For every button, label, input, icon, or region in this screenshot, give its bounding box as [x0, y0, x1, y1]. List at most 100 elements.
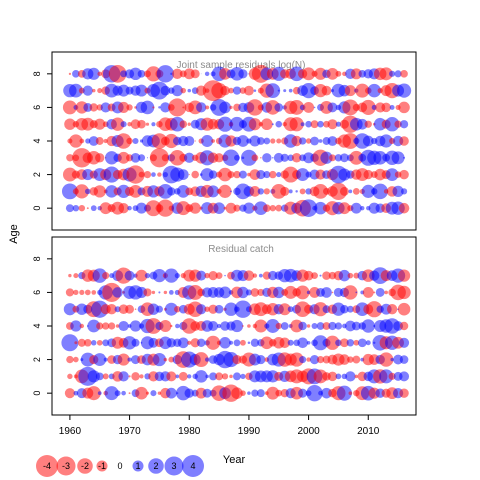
residual-bubble — [246, 99, 264, 116]
residual-bubble — [176, 201, 191, 216]
residual-bubble — [280, 153, 289, 162]
panel-1-y-axis: 0 2 4 6 8 — [32, 71, 52, 211]
residual-bubble — [188, 174, 190, 176]
residual-bubble — [145, 391, 150, 395]
residual-bubble — [229, 340, 234, 345]
residual-bubble — [159, 319, 172, 333]
residual-bubble — [170, 72, 173, 75]
residual-bubble — [289, 100, 305, 115]
residual-bubble — [398, 202, 410, 214]
residual-bubble — [346, 339, 355, 347]
residual-bubble — [204, 306, 210, 312]
residual-bubble — [344, 85, 356, 97]
residual-bubble — [129, 67, 142, 80]
residual-bubble — [399, 388, 409, 398]
residual-bubble — [187, 122, 191, 126]
residual-bubble — [130, 119, 141, 130]
residual-bubble — [388, 372, 396, 380]
residual-bubble — [257, 188, 265, 195]
residual-bubble — [95, 153, 105, 163]
residual-bubble — [227, 171, 235, 179]
residual-bubble — [64, 388, 75, 399]
residual-bubble — [373, 150, 388, 165]
residual-bubble — [218, 167, 232, 182]
residual-bubble — [207, 185, 220, 198]
residual-bubble — [262, 153, 272, 163]
residual-bubble — [139, 374, 144, 379]
residual-bubble — [238, 170, 247, 179]
residual-bubble — [399, 355, 409, 364]
residual-bubble — [317, 120, 324, 128]
residual-bubble — [215, 372, 224, 381]
residual-bubble — [345, 371, 356, 382]
residual-bubble — [311, 322, 318, 330]
residual-bubble — [88, 136, 99, 146]
residual-bubble — [93, 353, 107, 366]
residual-bubble — [257, 137, 265, 145]
residual-bubble — [338, 168, 351, 181]
residual-bubble — [120, 121, 127, 128]
residual-bubble — [375, 288, 385, 297]
residual-bubble — [355, 83, 370, 98]
residual-bubble — [78, 204, 86, 212]
residual-bubble — [279, 337, 290, 349]
residual-bubble — [164, 268, 179, 283]
residual-bubble — [237, 135, 249, 147]
residual-bubble — [170, 324, 173, 328]
residual-bubble — [62, 100, 77, 115]
residual-bubble — [351, 321, 361, 331]
residual-bubble — [208, 271, 218, 281]
residual-bubble — [191, 170, 199, 179]
residual-bubble — [269, 170, 277, 179]
residual-bubble — [145, 200, 162, 217]
residual-bubble — [65, 204, 74, 213]
residual-bubble — [228, 87, 234, 94]
residual-bubble — [176, 185, 190, 198]
residual-bubble — [174, 273, 180, 279]
residual-bubble — [135, 84, 148, 97]
residual-bubble — [169, 150, 186, 166]
residual-bubble — [253, 89, 257, 92]
residual-bubble — [165, 387, 177, 399]
residual-bubble — [126, 165, 145, 184]
residual-bubble — [79, 323, 85, 329]
residual-bubble — [127, 205, 132, 211]
residual-bubble — [335, 373, 342, 380]
residual-bubble — [151, 122, 156, 127]
residual-bubble — [276, 138, 282, 144]
residual-bubble — [327, 119, 338, 130]
y-axis-label: Age — [8, 224, 20, 244]
residual-bubble — [127, 122, 132, 127]
residual-bubble — [335, 339, 342, 347]
residual-bubble — [247, 391, 251, 395]
residual-bubble — [97, 71, 102, 77]
residual-bubble — [97, 88, 103, 94]
residual-bubble — [300, 122, 305, 127]
residual-bubble — [171, 85, 183, 97]
residual-bubble — [391, 151, 405, 165]
residual-bubble — [102, 272, 110, 280]
legend-label: -3 — [62, 461, 70, 471]
residual-bubble — [260, 157, 262, 159]
panel-2-y-axis: 0 2 4 6 8 — [32, 256, 52, 396]
x-axis: 1960 1970 1980 1990 2000 2010 — [59, 414, 380, 437]
residual-bubble — [283, 89, 287, 93]
legend-bubble — [164, 456, 184, 476]
residual-bubble — [64, 118, 76, 130]
residual-bubble — [131, 372, 140, 381]
residual-bubble — [70, 320, 82, 332]
residual-bubble — [340, 338, 349, 348]
residual-bubble — [131, 338, 140, 347]
residual-bubble — [204, 357, 210, 362]
residual-bubble — [243, 202, 255, 214]
residual-bubble — [97, 391, 102, 396]
residual-bubble — [389, 104, 395, 110]
residual-bubble — [219, 286, 232, 299]
residual-bubble — [220, 85, 230, 96]
residual-bubble — [260, 336, 274, 350]
residual-bubble — [288, 189, 293, 194]
residual-bubble — [205, 105, 210, 110]
residual-bubble — [399, 371, 410, 382]
residual-bubble — [247, 341, 251, 345]
residual-bubble — [275, 322, 282, 330]
